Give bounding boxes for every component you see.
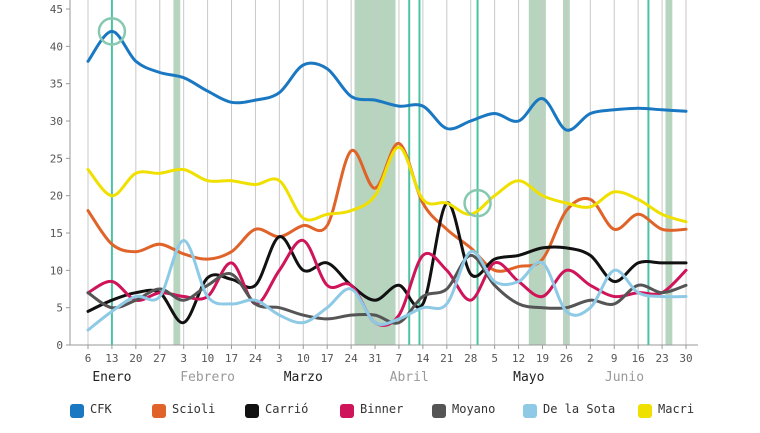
x-tick-label: 7 [396, 352, 403, 365]
x-tick-label: 9 [611, 352, 618, 365]
x-tick-label: 17 [321, 352, 334, 365]
y-tick-label: 25 [50, 152, 63, 165]
series-lines [86, 29, 688, 332]
month-label: Abril [390, 370, 429, 385]
x-tick-label: 2 [587, 352, 594, 365]
x-tick-label: 10 [201, 352, 214, 365]
month-label: Marzo [284, 370, 323, 385]
x-tick-label: 28 [464, 352, 477, 365]
y-tick-label: 30 [50, 115, 63, 128]
y-tick-label: 5 [56, 302, 63, 315]
month-label: Junio [605, 370, 644, 385]
x-tick-label: 3 [276, 352, 283, 365]
x-tick-label: 6 [85, 352, 92, 365]
shaded-band [173, 0, 181, 345]
shaded-band [665, 0, 673, 345]
legend-label: Carrió [265, 402, 309, 416]
legend-swatch [523, 404, 537, 418]
x-tick-label: 19 [536, 352, 549, 365]
legend-label: Moyano [452, 402, 496, 416]
highlight-markers [97, 17, 492, 218]
x-tick-label: 30 [679, 352, 692, 365]
x-tick-label: 27 [153, 352, 166, 365]
x-tick-label: 3 [180, 352, 187, 365]
x-tick-label: 20 [129, 352, 142, 365]
y-tick-labels: 0 5 10 15 20 25 30 35 40 45 [50, 3, 63, 352]
legend-swatch [340, 404, 354, 418]
y-tick-label: 45 [50, 3, 63, 16]
legend: CFK Scioli Carrió Binner Moyano De la So… [70, 400, 750, 422]
legend-swatch [638, 404, 652, 418]
y-tick-label: 40 [50, 40, 63, 53]
legend-label: Scioli [172, 402, 216, 416]
legend-swatch [432, 404, 446, 418]
y-tick-label: 15 [50, 227, 63, 240]
x-tick-label: 24 [344, 352, 358, 365]
legend-swatch [245, 404, 259, 418]
x-tick-label: 31 [368, 352, 381, 365]
y-tick-label: 35 [50, 78, 63, 91]
legend-label: Macri [658, 402, 695, 416]
month-label: Febrero [180, 370, 235, 385]
y-tick-label: 10 [50, 264, 63, 277]
legend-label: CFK [90, 402, 112, 416]
x-tick-label: 26 [560, 352, 573, 365]
x-tick-label: 16 [632, 352, 645, 365]
y-tick-label: 20 [50, 190, 63, 203]
x-tick-label: 17 [225, 352, 238, 365]
series-line-cfk [86, 29, 688, 132]
x-tick-label: 5 [491, 352, 498, 365]
x-tick-label: 23 [655, 352, 668, 365]
x-tick-label: 10 [297, 352, 310, 365]
x-tick-labels: 6 13 20 27 3 10 17 24 3 10 17 24 31 7 14 21 28 5 12 19 26 2 9 1… [85, 352, 693, 365]
series-line-moyano [86, 253, 688, 325]
axes [66, 0, 698, 349]
x-tick-label: 14 [416, 352, 430, 365]
y-tick-label: 0 [56, 339, 63, 352]
legend-label: Binner [360, 402, 404, 416]
legend-label: De la Sota [543, 402, 616, 416]
month-label: Enero [92, 370, 131, 385]
x-tick-label: 12 [512, 352, 525, 365]
series-line-de-la-sota [86, 239, 688, 332]
series-line-macri [86, 145, 688, 224]
x-tick-label: 24 [249, 352, 263, 365]
legend-swatch [70, 404, 84, 418]
x-tick-label: 13 [105, 352, 118, 365]
highlight-circle [463, 188, 492, 218]
month-label: Mayo [513, 370, 544, 385]
month-labels: Enero Febrero Marzo Abril Mayo Junio [92, 370, 644, 385]
series-line-carrio [86, 201, 688, 325]
x-tick-label: 21 [440, 352, 453, 365]
legend-swatch [152, 404, 166, 418]
highlight-circle [97, 17, 127, 46]
